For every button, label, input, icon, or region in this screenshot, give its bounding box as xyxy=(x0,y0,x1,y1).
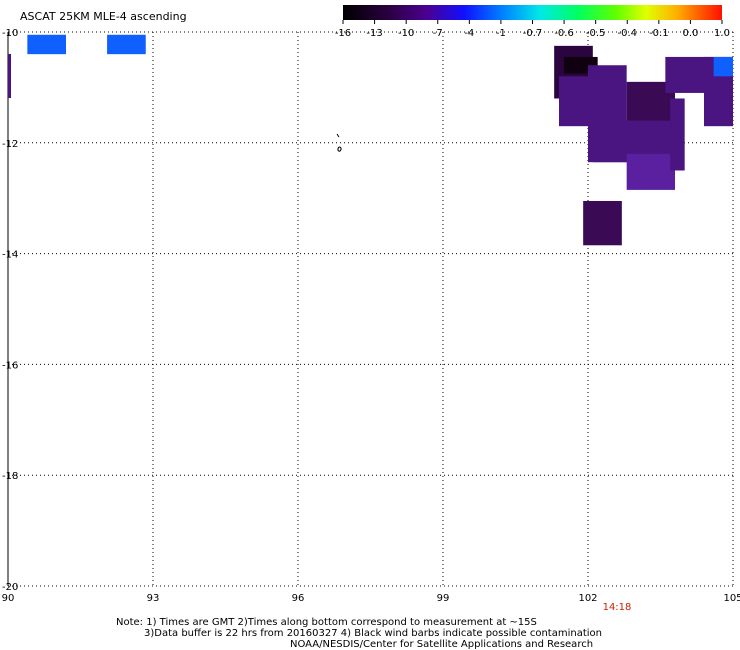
colorbar-tick-label: -0.6 xyxy=(554,28,574,39)
note-line-1: Note: 1) Times are GMT 2)Times along bot… xyxy=(116,617,537,628)
lon-tick-label: 102 xyxy=(578,593,597,604)
time-label: 14:18 xyxy=(603,602,632,613)
colorbar-tick-label: 1.0 xyxy=(714,28,730,39)
colorbar-tick-label: -4 xyxy=(464,28,474,39)
data-cell xyxy=(583,200,622,246)
data-cell xyxy=(670,98,685,171)
colorbar-tick-label: -16 xyxy=(335,28,351,39)
lon-tick-label: 105 xyxy=(723,593,740,604)
colorbar-tick-label: -0.4 xyxy=(617,28,637,39)
colorbar-tick-label: -10 xyxy=(398,28,414,39)
data-cell xyxy=(713,56,733,77)
data-cell xyxy=(626,153,675,190)
map-title: ASCAT 25KM MLE-4 ascending xyxy=(20,10,187,23)
lon-tick-label: 90 xyxy=(2,593,15,604)
colorbar-tick-label: -7 xyxy=(433,28,443,39)
data-cell xyxy=(107,34,146,55)
lat-tick-label: -14 xyxy=(2,250,18,261)
data-cells xyxy=(27,34,733,246)
colorbar-tick-label: -1 xyxy=(496,28,506,39)
lat-tick-label: -20 xyxy=(2,582,18,593)
lon-tick-label: 93 xyxy=(147,593,160,604)
lat-tick-label: -18 xyxy=(2,471,18,482)
lon-tick-label: 99 xyxy=(437,593,450,604)
lon-tick-label: 96 xyxy=(292,593,305,604)
colorbar-tick-label: -0.5 xyxy=(586,28,606,39)
colorbar-tick-label: 0.0 xyxy=(682,28,698,39)
note-line-2: 3)Data buffer is 22 hrs from 20160327 4)… xyxy=(144,628,602,639)
colorbar-tick-label: -0.1 xyxy=(649,28,669,39)
colorbar-tick-label: -13 xyxy=(366,28,382,39)
colorbar-ticks: -16 -13 -10 -7 -4 -1 -0.7 -0.6 -0.5 -0.4 -0.1 0.0 1.… xyxy=(335,20,730,39)
lat-tick-label: -10 xyxy=(2,28,18,39)
data-cell xyxy=(559,76,588,127)
wind-barb-icon xyxy=(336,133,342,152)
lat-tick-label: -16 xyxy=(2,360,18,371)
data-cell xyxy=(27,34,66,55)
lat-tick-label: -12 xyxy=(2,139,18,150)
colorbar-tick-label: -0.7 xyxy=(523,28,543,39)
colorbar-strip xyxy=(343,5,722,20)
edge-mark xyxy=(8,54,11,98)
note-line-3: NOAA/NESDIS/Center for Satellite Applica… xyxy=(290,639,594,650)
